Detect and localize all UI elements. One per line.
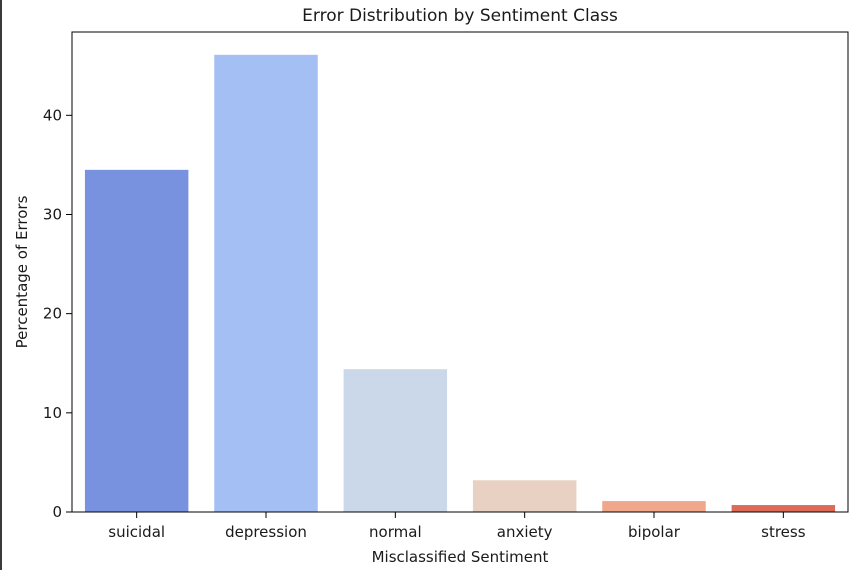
x-tick-label: normal — [369, 523, 422, 541]
x-tick-label: anxiety — [497, 523, 553, 541]
bar-normal — [343, 369, 448, 512]
plot-frame — [71, 31, 849, 513]
x-tick-label: depression — [225, 523, 307, 541]
y-tick-label: 20 — [43, 305, 62, 323]
bar-suicidal — [84, 169, 189, 512]
y-tick-label: 10 — [43, 404, 62, 422]
bar-stress — [731, 505, 836, 512]
y-tick-label: 0 — [52, 503, 62, 521]
bar-depression — [214, 54, 318, 513]
bar-anxiety — [472, 480, 577, 512]
chart-title: Error Distribution by Sentiment Class — [302, 6, 618, 26]
y-axis-label: Percentage of Errors — [13, 195, 31, 348]
x-axis-label: Misclassified Sentiment — [372, 548, 549, 566]
x-tick-label: stress — [761, 523, 806, 541]
bar-bipolar — [602, 501, 706, 512]
x-tick-label: suicidal — [108, 523, 165, 541]
y-tick-label: 40 — [43, 106, 62, 124]
window-edge — [0, 0, 2, 570]
y-tick-label: 30 — [43, 205, 62, 223]
x-tick-label: bipolar — [628, 523, 681, 541]
